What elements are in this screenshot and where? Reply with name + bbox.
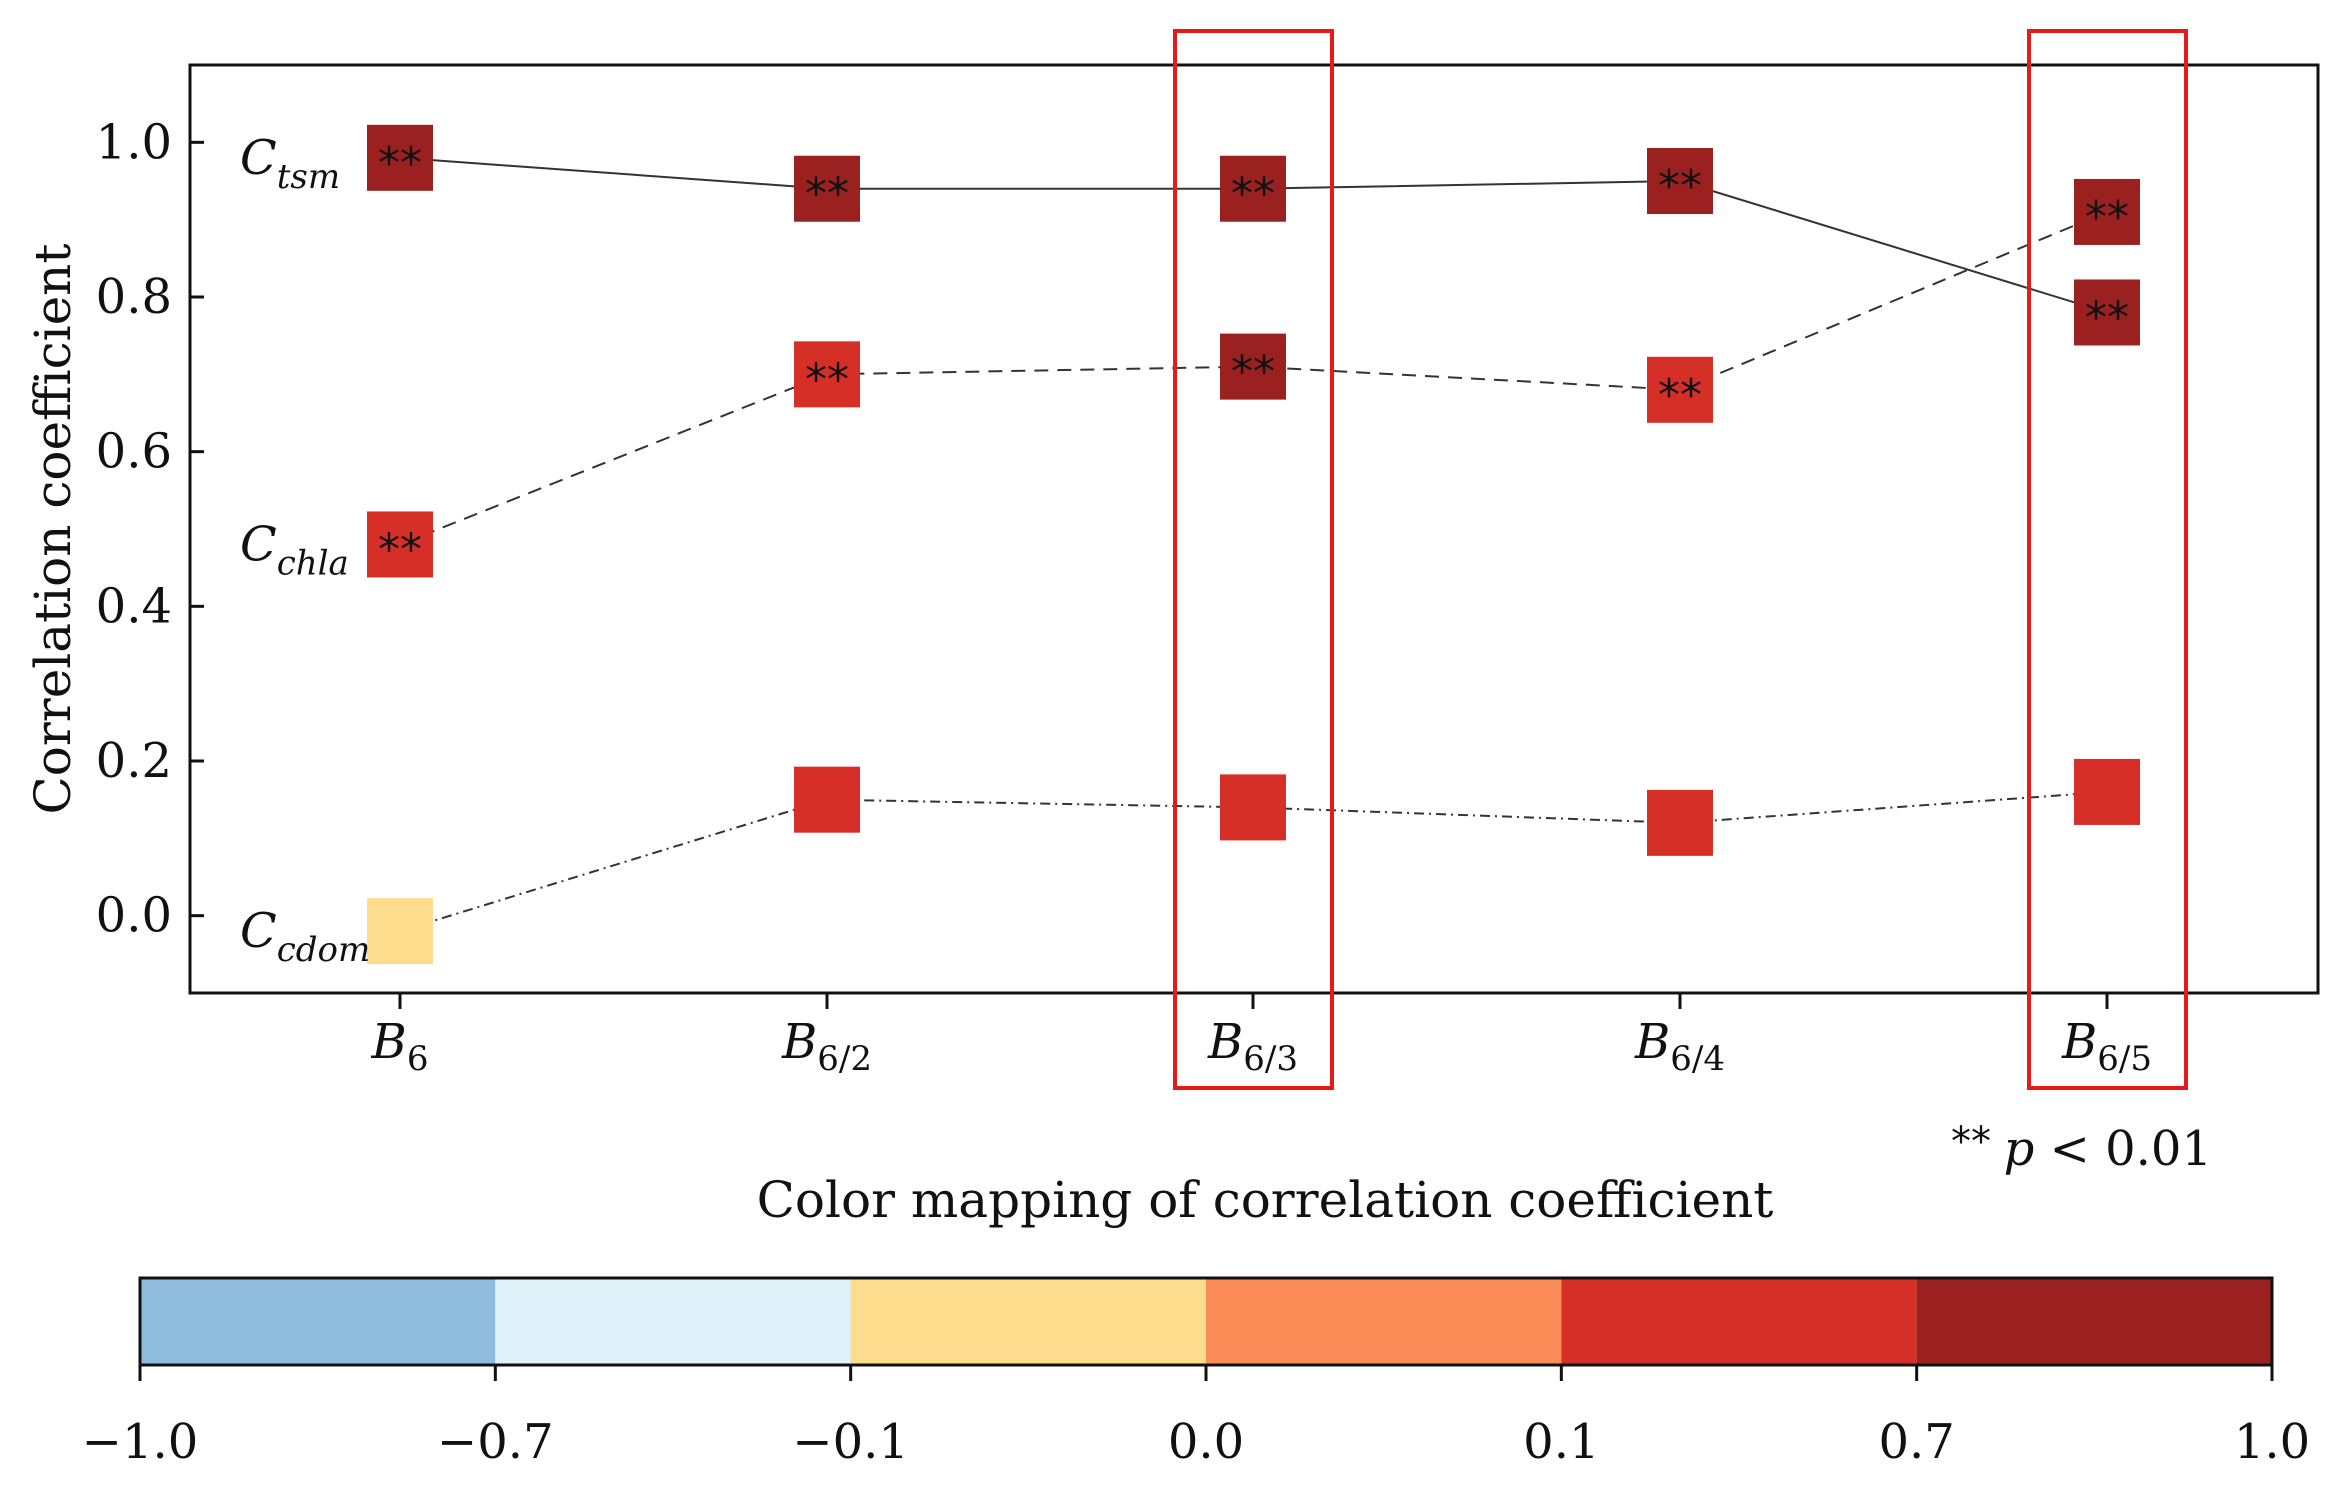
significance-label: **: [2085, 192, 2129, 243]
x-tick-label: B6/3: [1207, 1014, 1298, 1079]
series-label-cdom: Ccdom: [240, 903, 370, 970]
marker-chla: [1647, 356, 1713, 423]
significance-label: **: [1658, 370, 1702, 421]
marker-tsm: [2074, 279, 2140, 346]
marker-chla: [2074, 178, 2140, 245]
y-tick-label: 0.4: [96, 578, 172, 634]
series-label-chla: Cchla: [240, 516, 349, 583]
colorbar-segment: [495, 1278, 851, 1365]
marker-cdom: [367, 898, 433, 965]
colorbar-tick-label: −0.1: [792, 1414, 909, 1470]
y-tick-label: 0.8: [96, 269, 172, 325]
colorbar-segment: [1206, 1278, 1562, 1365]
marker-tsm: [794, 155, 860, 222]
significance-label: **: [805, 354, 849, 405]
colorbar-segment: [1916, 1278, 2272, 1365]
y-tick-label: 1.0: [96, 114, 172, 170]
x-tick-label: B6: [371, 1014, 429, 1079]
marker-cdom: [2074, 758, 2140, 825]
highlight-box: [1173, 29, 1334, 1090]
marker-tsm: [1647, 148, 1713, 214]
significance-label: **: [1231, 347, 1275, 398]
colorbar-tick-label: 0.1: [1523, 1414, 1599, 1470]
marker-cdom: [1220, 774, 1286, 841]
marker-chla: [1220, 333, 1286, 400]
x-tick-label: B6/4: [1634, 1014, 1725, 1079]
marker-cdom: [794, 766, 860, 833]
marker-cdom: [1647, 789, 1713, 856]
highlight-box: [2027, 29, 2188, 1090]
y-tick-label: 0.0: [96, 888, 172, 944]
significance-label: **: [1231, 169, 1275, 220]
colorbar-tick-label: −1.0: [82, 1414, 199, 1470]
significance-label: **: [1658, 161, 1702, 212]
series-label-tsm: Ctsm: [240, 130, 340, 197]
y-axis-title: Correlation coefficient: [24, 244, 82, 815]
significance-label: **: [378, 138, 422, 189]
marker-chla: [367, 511, 433, 578]
plot-layer: 0.0 0.2 0.4 0.6 0.8 1.0 Correlation coefficien…: [24, 29, 2320, 1177]
colorbar-tick-label: 1.0: [2234, 1414, 2310, 1470]
significance-label: **: [2085, 292, 2129, 343]
colorbar-tick-label: 0.7: [1878, 1414, 1954, 1470]
colorbar-segment: [1561, 1278, 1917, 1365]
y-tick-label: 0.6: [96, 424, 172, 480]
significance-label: **: [805, 169, 849, 220]
colorbar-segment: [850, 1278, 1206, 1365]
colorbar-segment: [140, 1278, 496, 1365]
colorbar-tick-label: −0.7: [437, 1414, 554, 1470]
marker-tsm: [367, 124, 433, 191]
colorbar-tick-label: 0.0: [1168, 1414, 1244, 1470]
significance-note: ** p < 0.01: [1951, 1119, 2212, 1177]
significance-label: **: [378, 524, 422, 575]
marker-tsm: [1220, 155, 1286, 222]
y-tick-label: 0.2: [96, 733, 172, 789]
colorbar-title: Color mapping of correlation coefficient: [757, 1171, 1774, 1229]
x-tick-label: B6/2: [781, 1014, 872, 1079]
x-tick-label: B6/5: [2061, 1014, 2152, 1079]
marker-chla: [794, 341, 860, 408]
colorbar: Color mapping of correlation coefficient…: [82, 1171, 2310, 1470]
